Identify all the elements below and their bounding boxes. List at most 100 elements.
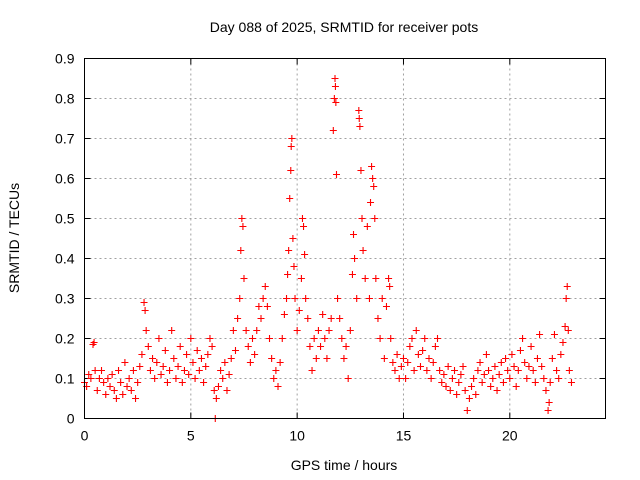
data-point	[187, 335, 195, 342]
data-point	[559, 339, 567, 346]
data-point	[212, 395, 220, 402]
data-point	[444, 363, 452, 370]
data-point	[193, 347, 201, 354]
data-point	[225, 371, 233, 378]
y-tick-label: 0.8	[55, 91, 75, 107]
data-point	[115, 367, 123, 374]
data-point	[533, 355, 541, 362]
data-point	[523, 375, 531, 382]
data-point	[412, 327, 420, 334]
data-point	[108, 371, 116, 378]
data-point	[389, 359, 397, 366]
data-point	[372, 275, 380, 282]
x-tick-label: 15	[396, 428, 412, 444]
data-point	[386, 283, 394, 290]
data-point	[291, 295, 299, 302]
data-point	[223, 387, 231, 394]
data-point	[332, 99, 340, 106]
data-point	[429, 359, 437, 366]
data-point	[263, 303, 271, 310]
data-point	[253, 327, 261, 334]
data-point	[459, 363, 467, 370]
data-point	[545, 399, 553, 406]
data-point	[332, 171, 340, 178]
x-tick-label: 20	[502, 428, 518, 444]
data-point	[371, 215, 379, 222]
data-point	[251, 351, 259, 358]
data-point	[90, 339, 98, 346]
data-point	[227, 355, 235, 362]
data-point	[399, 355, 407, 362]
data-point	[367, 199, 375, 206]
data-point	[468, 383, 476, 390]
data-point	[308, 367, 316, 374]
data-point	[519, 335, 527, 342]
data-point	[87, 375, 95, 382]
data-point	[98, 367, 106, 374]
data-point	[255, 303, 263, 310]
y-tick-label: 0.7	[55, 131, 75, 147]
data-point	[516, 347, 524, 354]
data-point	[376, 335, 384, 342]
data-point	[338, 335, 346, 342]
plot-frame	[84, 58, 606, 419]
data-point	[521, 359, 529, 366]
data-point	[355, 107, 363, 114]
data-point	[563, 283, 571, 290]
data-point	[419, 347, 427, 354]
data-point	[119, 391, 127, 398]
data-point	[301, 251, 309, 258]
data-point	[331, 75, 339, 82]
data-point	[117, 379, 125, 386]
data-point	[144, 343, 152, 350]
data-point	[487, 383, 495, 390]
data-point	[278, 335, 286, 342]
data-point	[270, 375, 278, 382]
data-point	[448, 375, 456, 382]
data-point	[272, 367, 280, 374]
data-point	[168, 327, 176, 334]
data-point	[425, 355, 433, 362]
data-point	[553, 367, 561, 374]
data-point	[330, 95, 338, 102]
data-point	[361, 275, 369, 282]
data-point	[391, 367, 399, 374]
data-point	[478, 379, 486, 386]
x-tick-label: 10	[289, 428, 305, 444]
data-point	[237, 247, 245, 254]
data-point	[493, 387, 501, 394]
data-point	[238, 215, 246, 222]
data-point	[346, 327, 354, 334]
data-point	[146, 367, 154, 374]
data-point	[325, 327, 333, 334]
data-point	[106, 383, 114, 390]
data-point	[314, 327, 322, 334]
data-point	[300, 223, 308, 230]
data-point	[434, 335, 442, 342]
data-point	[284, 271, 292, 278]
data-point	[219, 375, 227, 382]
data-point	[149, 355, 157, 362]
data-point	[268, 355, 276, 362]
data-point	[423, 367, 431, 374]
data-point	[125, 375, 133, 382]
data-point	[353, 295, 361, 302]
data-point	[397, 363, 405, 370]
data-points	[81, 75, 575, 422]
data-point	[544, 407, 552, 414]
data-point	[393, 351, 401, 358]
data-point	[155, 335, 163, 342]
data-point	[369, 175, 377, 182]
data-point	[259, 295, 267, 302]
data-point	[208, 343, 216, 350]
data-point	[129, 367, 137, 374]
data-point	[166, 367, 174, 374]
data-point	[163, 379, 171, 386]
data-point	[221, 359, 229, 366]
data-point	[370, 183, 378, 190]
data-point	[514, 367, 522, 374]
y-tick-label: 0.9	[55, 51, 75, 67]
data-point	[183, 351, 191, 358]
data-point	[266, 335, 274, 342]
